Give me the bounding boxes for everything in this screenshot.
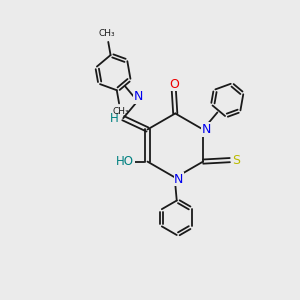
Text: HO: HO	[116, 155, 134, 168]
Text: CH₃: CH₃	[112, 107, 129, 116]
Text: N: N	[134, 90, 143, 103]
Text: H: H	[110, 112, 119, 125]
Text: S: S	[232, 154, 240, 166]
Text: O: O	[169, 78, 179, 91]
Text: CH₃: CH₃	[98, 29, 115, 38]
Text: N: N	[174, 172, 184, 186]
Text: N: N	[202, 123, 211, 136]
